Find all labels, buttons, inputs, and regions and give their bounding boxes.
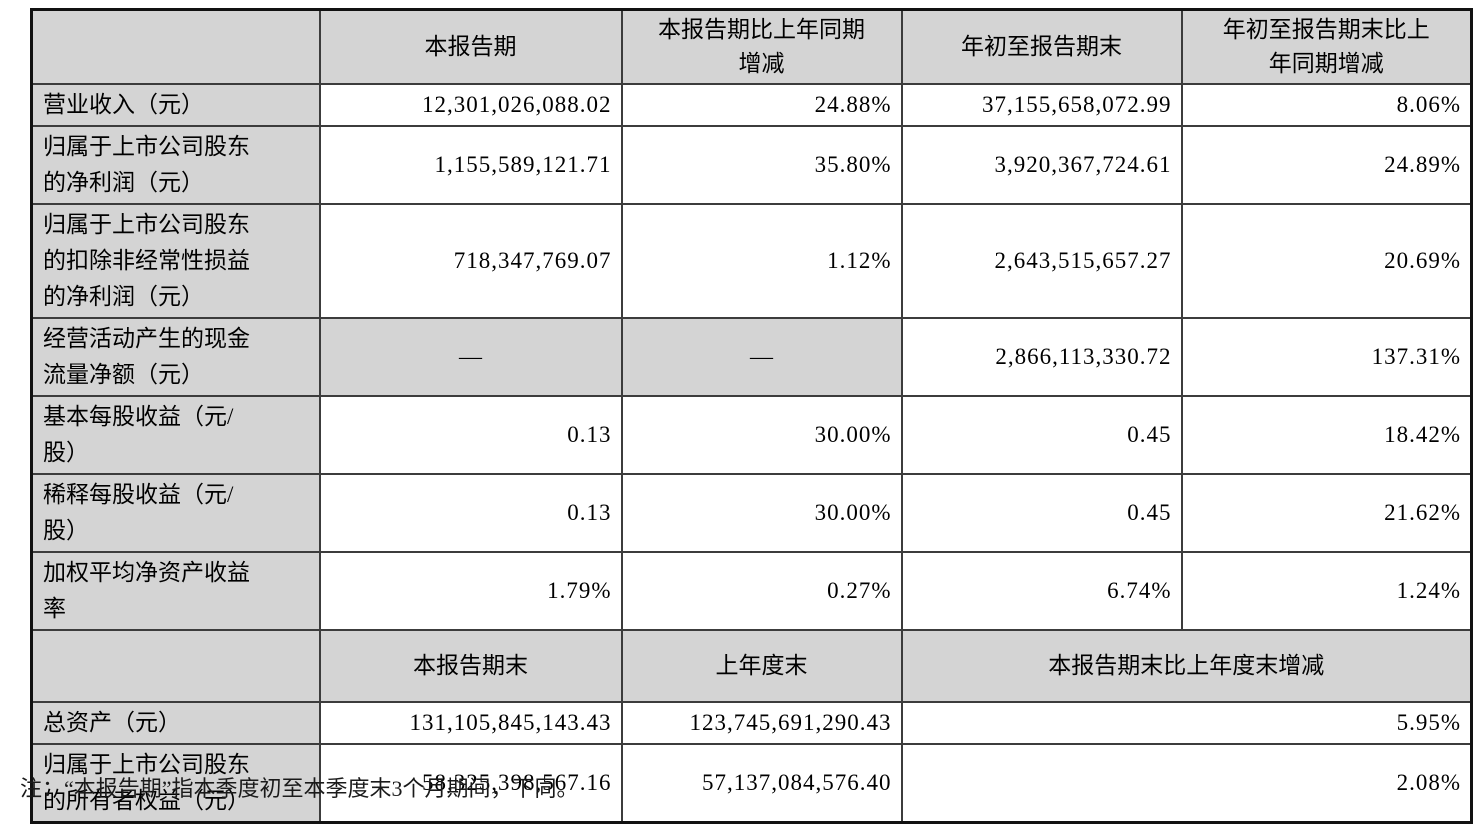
corner-blank-cell [30,629,321,703]
value-current-period: 0.13 [318,395,623,475]
table-row-diluted-eps: 稀释每股收益（元/ 股） 0.13 30.00% 0.45 21.62% [30,473,1473,553]
value-current-period: 1,155,589,121.71 [318,125,623,205]
col-header-current-period-yoy-change: 本报告期比上年同期 增减 [620,8,903,85]
value-current-period: 1.79% [318,551,623,631]
metric-label: 稀释每股收益（元/ 股） [30,473,321,553]
value-year-to-date: 3,920,367,724.61 [900,125,1183,205]
metric-label: 营业收入（元） [30,83,321,127]
metric-label: 加权平均净资产收益 率 [30,551,321,631]
value-ytd-yoy-change: 24.89% [1180,125,1473,205]
col-header-current-period-end: 本报告期末 [318,629,623,703]
value-yoy-change: 30.00% [620,473,903,553]
table-row-revenue: 营业收入（元） 12,301,026,088.02 24.88% 37,155,… [30,83,1473,127]
metric-label: 基本每股收益（元/ 股） [30,395,321,475]
value-yoy-change: 35.80% [620,125,903,205]
value-current-period-end: 131,105,845,143.43 [318,701,623,745]
value-ytd-yoy-change: 21.62% [1180,473,1473,553]
metric-label: 归属于上市公司股东 的扣除非经常性损益 的净利润（元） [30,203,321,319]
corner-blank-cell [30,8,321,85]
value-prior-year-end: 123,745,691,290.43 [620,701,903,745]
value-yoy-change: 30.00% [620,395,903,475]
header-row-period-end: 本报告期末 上年度末 本报告期末比上年度末增减 [30,629,1473,703]
metric-label: 经营活动产生的现金 流量净额（元） [30,317,321,397]
value-ytd-yoy-change: 137.31% [1180,317,1473,397]
value-yoy-change-dash: — [620,317,903,397]
value-current-period: 718,347,769.07 [318,203,623,319]
value-year-to-date: 37,155,658,072.99 [900,83,1183,127]
table-row-net-profit-excl-nonrecurring: 归属于上市公司股东 的扣除非经常性损益 的净利润（元） 718,347,769.… [30,203,1473,319]
value-ytd-yoy-change: 18.42% [1180,395,1473,475]
value-yoy-change: 1.12% [620,203,903,319]
table-row-operating-cash-flow: 经营活动产生的现金 流量净额（元） — — 2,866,113,330.72 1… [30,317,1473,397]
value-current-period: 0.13 [318,473,623,553]
footnote-cutoff-text: 注：“本报告期”指本季度初至本季度末3个月期间，下同。 [20,776,579,801]
col-header-prior-year-end: 上年度末 [620,629,903,703]
metric-label: 总资产（元） [30,701,321,745]
col-header-year-to-date-yoy-change: 年初至报告期末比上 年同期增减 [1180,8,1473,85]
value-current-period-dash: — [318,317,623,397]
metric-label: 归属于上市公司股东 的净利润（元） [30,125,321,205]
value-yoy-change: 24.88% [620,83,903,127]
value-ytd-yoy-change: 8.06% [1180,83,1473,127]
value-year-to-date: 6.74% [900,551,1183,631]
value-year-to-date: 0.45 [900,473,1183,553]
value-year-to-date: 2,643,515,657.27 [900,203,1183,319]
value-year-to-date: 2,866,113,330.72 [900,317,1183,397]
value-current-period: 12,301,026,088.02 [318,83,623,127]
table-row-net-profit: 归属于上市公司股东 的净利润（元） 1,155,589,121.71 35.80… [30,125,1473,205]
col-header-year-to-date: 年初至报告期末 [900,8,1183,85]
value-ytd-yoy-change: 20.69% [1180,203,1473,319]
table-row-total-assets: 总资产（元） 131,105,845,143.43 123,745,691,29… [30,701,1473,745]
financial-summary-table: 本报告期 本报告期比上年同期 增减 年初至报告期末 年初至报告期末比上 年同期增… [30,8,1473,824]
value-change-vs-prior-year-end: 5.95% [900,701,1473,745]
value-yoy-change: 0.27% [620,551,903,631]
value-ytd-yoy-change: 1.24% [1180,551,1473,631]
table-row-basic-eps: 基本每股收益（元/ 股） 0.13 30.00% 0.45 18.42% [30,395,1473,475]
header-row-period: 本报告期 本报告期比上年同期 增减 年初至报告期末 年初至报告期末比上 年同期增… [30,8,1473,85]
financial-summary: 本报告期 本报告期比上年同期 增减 年初至报告期末 年初至报告期末比上 年同期增… [30,8,1473,824]
col-header-change-vs-prior-year-end: 本报告期末比上年度末增减 [900,629,1473,703]
col-header-current-period: 本报告期 [318,8,623,85]
table-row-weighted-avg-roe: 加权平均净资产收益 率 1.79% 0.27% 6.74% 1.24% [30,551,1473,631]
value-year-to-date: 0.45 [900,395,1183,475]
